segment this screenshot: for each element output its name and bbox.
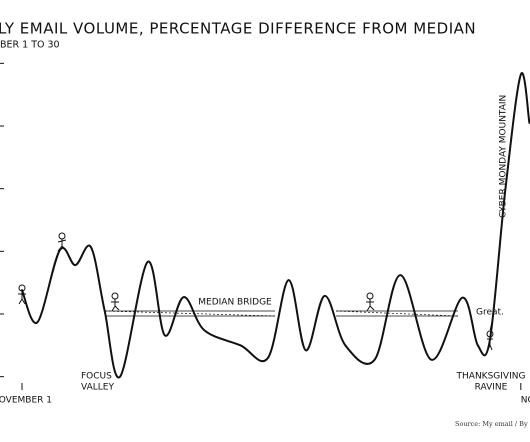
chart-title: LY EMAIL VOLUME, PERCENTAGE DIFFERENCE F… bbox=[0, 20, 476, 38]
x-tick-label: NOVE bbox=[521, 396, 530, 406]
annotation: THANKSGIVING bbox=[456, 372, 526, 382]
x-tick-label: NOVEMBER 1 bbox=[0, 396, 52, 406]
source-note: Source: My email / By Fl bbox=[455, 420, 530, 428]
annotation: RAVINE bbox=[475, 383, 508, 393]
annotation: VALLEY bbox=[81, 383, 114, 393]
stick-figure bbox=[111, 292, 120, 312]
annotation: Great. bbox=[476, 308, 504, 318]
annotation: CYBER MONDAY MOUNTAIN bbox=[499, 95, 509, 218]
stick-figure bbox=[57, 232, 67, 252]
stick-figure bbox=[366, 292, 375, 312]
chart-subtitle: BER 1 TO 30 bbox=[0, 40, 60, 51]
annotation: MEDIAN BRIDGE bbox=[198, 298, 272, 308]
bridge bbox=[104, 310, 459, 317]
annotation: FOCUS bbox=[81, 372, 112, 382]
line-series bbox=[21, 72, 530, 379]
